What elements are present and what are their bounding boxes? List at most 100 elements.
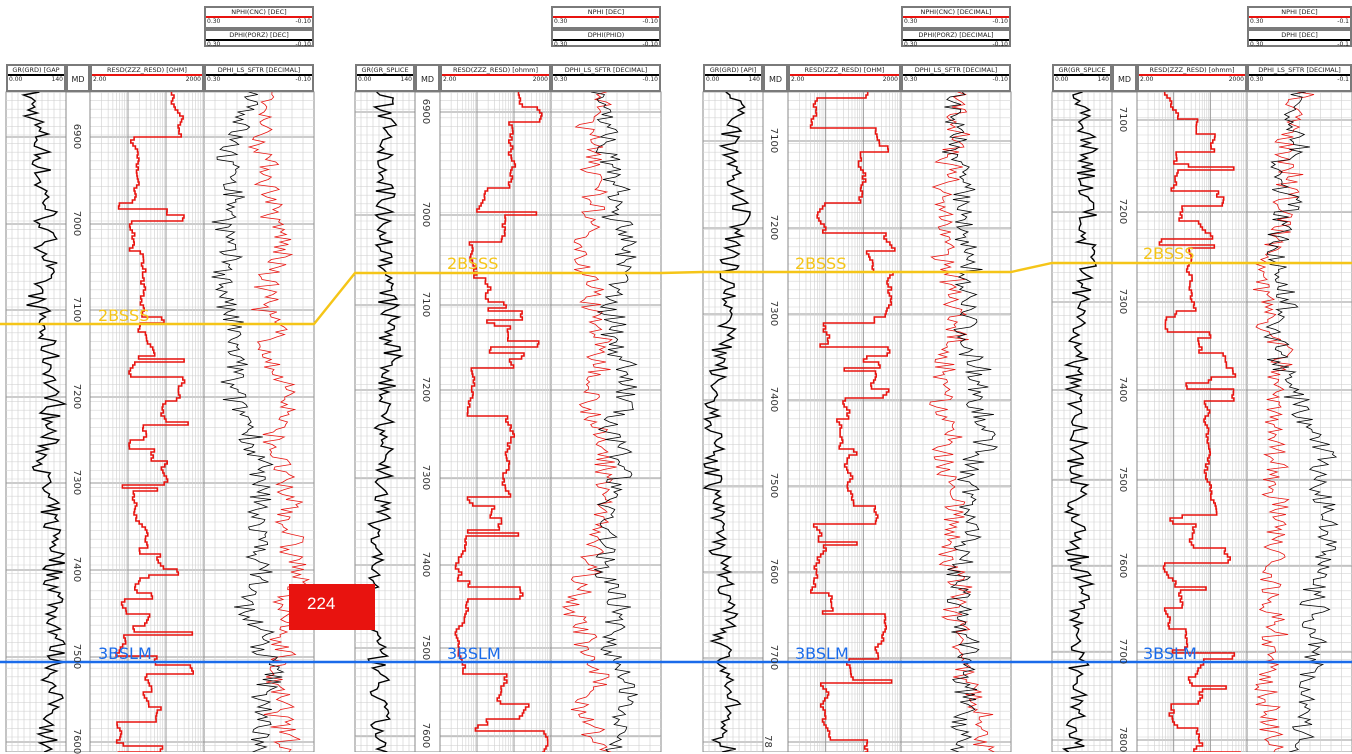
scale-max-label: -0.10 xyxy=(642,18,658,25)
curve-header-nphi[interactable]: NPHI(CNC) [DEC] 0.30 -0.10 xyxy=(204,6,314,29)
depth-track xyxy=(1111,91,1138,752)
track-grid xyxy=(1051,91,1113,752)
scale-min-label: 0.30 xyxy=(904,41,918,48)
depth-tick-label: 7300 xyxy=(1117,288,1129,315)
curve-header-dphi-ls[interactable]: DPHI_LS_SFTR [DECIMAL] 0.30 -0.10 xyxy=(204,64,314,92)
depth-tick-label: 7400 xyxy=(1117,376,1129,403)
curve-header-dphi[interactable]: DPHI(PORZ) [DEC] 0.30 -0.10 xyxy=(204,29,314,48)
scale-min-label: 0.00 xyxy=(9,76,23,83)
curve-header-nphi[interactable]: NPHI [DEC] 0.30 -0.10 xyxy=(551,6,661,29)
depth-tick-label: 7600 xyxy=(1117,552,1129,579)
curve-header-color-bar xyxy=(553,39,659,41)
curve-header-dphi[interactable]: DPHI(PORZ) [DECIMAL] 0.30 -0.10 xyxy=(901,29,1011,48)
scale-min-label: 2.00 xyxy=(93,76,107,83)
marker-badge[interactable]: 224 xyxy=(289,584,375,630)
curve-header-gr[interactable]: GR(GRD) [GAP 0.00 140 xyxy=(6,64,66,92)
depth-tick-label: 7600 xyxy=(71,728,83,754)
curve-header-resd[interactable]: RESD(ZZZ_RESD) [ohmm] 2.00 2000 xyxy=(440,64,551,92)
depth-tick-label: 7600 xyxy=(420,722,432,749)
depth-tick-label: 7400 xyxy=(768,386,780,413)
depth-tick-label: 7500 xyxy=(768,472,780,499)
depth-tick-label: 7000 xyxy=(420,201,432,228)
curve-header-dphi-ls[interactable]: DPHI_LS_SFTR [DECIMAL] 0.30 -0.1 xyxy=(1247,64,1352,92)
curve-header-gr[interactable]: GR(GR_SPLICE 0.00 140 xyxy=(1052,64,1112,92)
formation-top-label: 2BSSS xyxy=(447,254,499,273)
curve-header-color-bar xyxy=(206,16,312,18)
curve-header-color-bar xyxy=(1249,39,1350,41)
curve-header-title: NPHI(CNC) [DEC] xyxy=(231,8,287,16)
depth-tick-label: 7100 xyxy=(420,291,432,318)
track-grid xyxy=(203,91,315,752)
depth-tick-label: 7200 xyxy=(71,383,83,410)
gamma-ray-curve xyxy=(359,91,404,752)
curve-header-dphi-ls[interactable]: DPHI_LS_SFTR [DECIMAL] 0.30 -0.10 xyxy=(551,64,661,92)
scale-max-label: 2000 xyxy=(532,76,548,83)
depth-tick-label: 7200 xyxy=(768,214,780,241)
formation-top-line-2bsss[interactable] xyxy=(0,261,1352,326)
curve-header-title: NPHI [DEC] xyxy=(1281,8,1318,16)
curve-header-color-bar xyxy=(705,74,761,76)
curve-header-nphi[interactable]: NPHI [DEC] 0.30 -0.1 xyxy=(1247,6,1352,29)
depth-track-label: MD xyxy=(420,76,435,84)
depth-track xyxy=(65,91,91,752)
depth-tick-label: 6900 xyxy=(420,98,432,125)
scale-min-label: 0.30 xyxy=(1250,18,1264,25)
curve-header-title: RESD(ZZZ_RESD) [OHM] xyxy=(107,66,187,74)
depth-tick-label: 7200 xyxy=(1117,198,1129,225)
curve-header-color-bar xyxy=(1249,74,1350,76)
depth-track xyxy=(414,91,441,752)
formation-top-label: 3BSLM xyxy=(447,644,501,663)
depth-track-header: MD xyxy=(1112,64,1137,92)
track-grid xyxy=(1246,91,1352,752)
scale-max-label: -0.1 xyxy=(1337,41,1349,48)
curve-header-title: DPHI(PORZ) [DECIMAL] xyxy=(918,31,994,39)
depth-tick-label: 7300 xyxy=(71,469,83,496)
track-grid xyxy=(5,91,67,752)
depth-tick-label: 7100 xyxy=(768,127,780,154)
track-grid xyxy=(550,91,662,752)
curve-header-title: DPHI_LS_SFTR [DECIMAL] xyxy=(564,66,648,74)
density-porosity-curve xyxy=(590,91,638,752)
curve-header-title: DPHI_LS_SFTR [DECIMAL] xyxy=(1258,66,1341,74)
curve-header-dphi[interactable]: DPHI [DEC] 0.30 -0.1 xyxy=(1247,29,1352,48)
neutron-porosity-curve xyxy=(561,91,617,752)
resistivity-curve xyxy=(809,92,896,752)
density-porosity-curve xyxy=(942,91,999,752)
curve-header-color-bar xyxy=(903,39,1009,41)
resistivity-curve xyxy=(115,92,194,752)
curve-header-resd[interactable]: RESD(ZZZ_RESD) [OHM] 2.00 2000 xyxy=(788,64,901,92)
gamma-ray-curve xyxy=(702,91,751,752)
track-grid xyxy=(702,91,764,752)
curve-header-color-bar xyxy=(357,74,413,76)
scale-min-label: 0.30 xyxy=(554,18,568,25)
curve-header-gr[interactable]: GR(GR_SPLICE 0.00 140 xyxy=(355,64,415,92)
depth-track-header: MD xyxy=(415,64,440,92)
curve-header-dphi-ls[interactable]: DPHI_LS_SFTR [DECIMAL] 0.30 -0.10 xyxy=(901,64,1011,92)
scale-max-label: -0.1 xyxy=(1337,18,1349,25)
depth-track-header: MD xyxy=(763,64,788,92)
depth-tick-label: 7200 xyxy=(420,376,432,403)
curve-header-gr[interactable]: GR(GRD) [API] 0.00 140 xyxy=(703,64,763,92)
scale-min-label: 0.30 xyxy=(904,76,918,83)
curve-header-title: RESD(ZZZ_RESD) [ohmm] xyxy=(1149,66,1235,74)
curve-header-title: DPHI(PHID) xyxy=(587,31,625,39)
scale-max-label: -0.10 xyxy=(642,76,658,83)
curve-header-color-bar xyxy=(206,74,312,76)
curve-header-nphi[interactable]: NPHI(CNC) [DECIMAL] 0.30 -0.10 xyxy=(901,6,1011,29)
depth-tick-label: 7400 xyxy=(71,556,83,583)
depth-track-label: MD xyxy=(768,76,783,84)
curve-header-dphi[interactable]: DPHI(PHID) 0.30 -0.10 xyxy=(551,29,661,48)
scale-min-label: 0.30 xyxy=(207,41,221,48)
curve-header-title: NPHI [DEC] xyxy=(587,8,625,16)
depth-track-label: MD xyxy=(1117,76,1132,84)
curve-header-title: DPHI_LS_SFTR [DECIMAL] xyxy=(217,66,301,74)
depth-tick-label: 7100 xyxy=(1117,106,1129,133)
curve-header-title: GR(GRD) [API] xyxy=(709,66,757,74)
depth-tick-label: 7600 xyxy=(768,558,780,585)
curve-header-resd[interactable]: RESD(ZZZ_RESD) [OHM] 2.00 2000 xyxy=(90,64,204,92)
curve-header-resd[interactable]: RESD(ZZZ_RESD) [ohmm] 2.00 2000 xyxy=(1137,64,1247,92)
curve-header-color-bar xyxy=(442,74,549,76)
curve-header-title: GR(GR_SPLICE xyxy=(1058,66,1106,74)
curve-header-title: GR(GRD) [GAP xyxy=(12,66,60,74)
track-grid xyxy=(900,91,1012,752)
